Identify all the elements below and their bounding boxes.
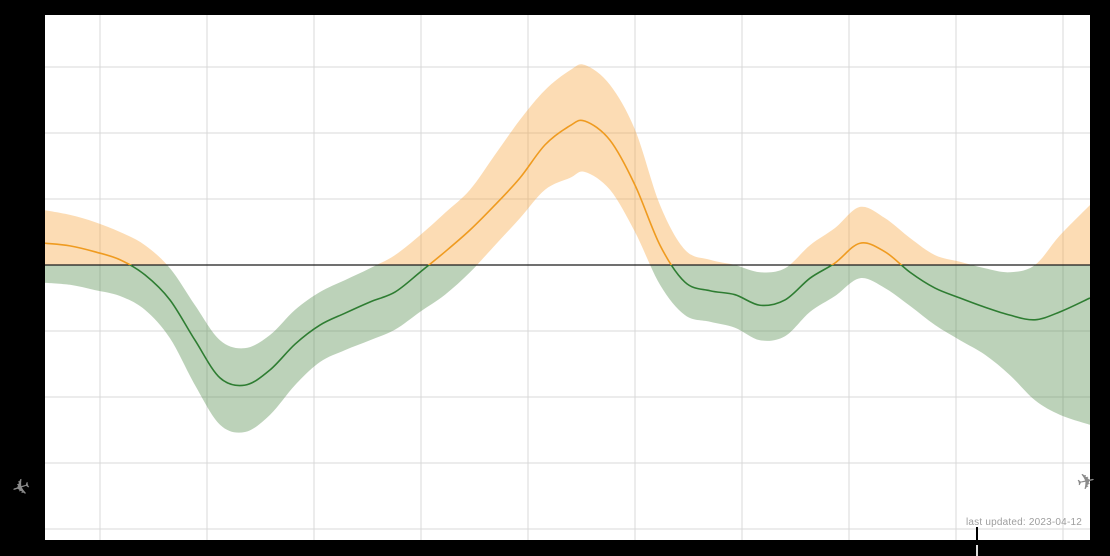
plane-icon-right: ✈ — [1074, 467, 1098, 496]
plane-icon-left: ✈ — [8, 472, 34, 503]
plot-area: last updated: 2023-04-12 — [45, 15, 1090, 540]
forecast-chart — [45, 15, 1090, 540]
date-tick — [976, 527, 978, 540]
date-tick-extension — [976, 545, 978, 556]
last-updated-label: last updated: 2023-04-12 — [966, 517, 1082, 528]
